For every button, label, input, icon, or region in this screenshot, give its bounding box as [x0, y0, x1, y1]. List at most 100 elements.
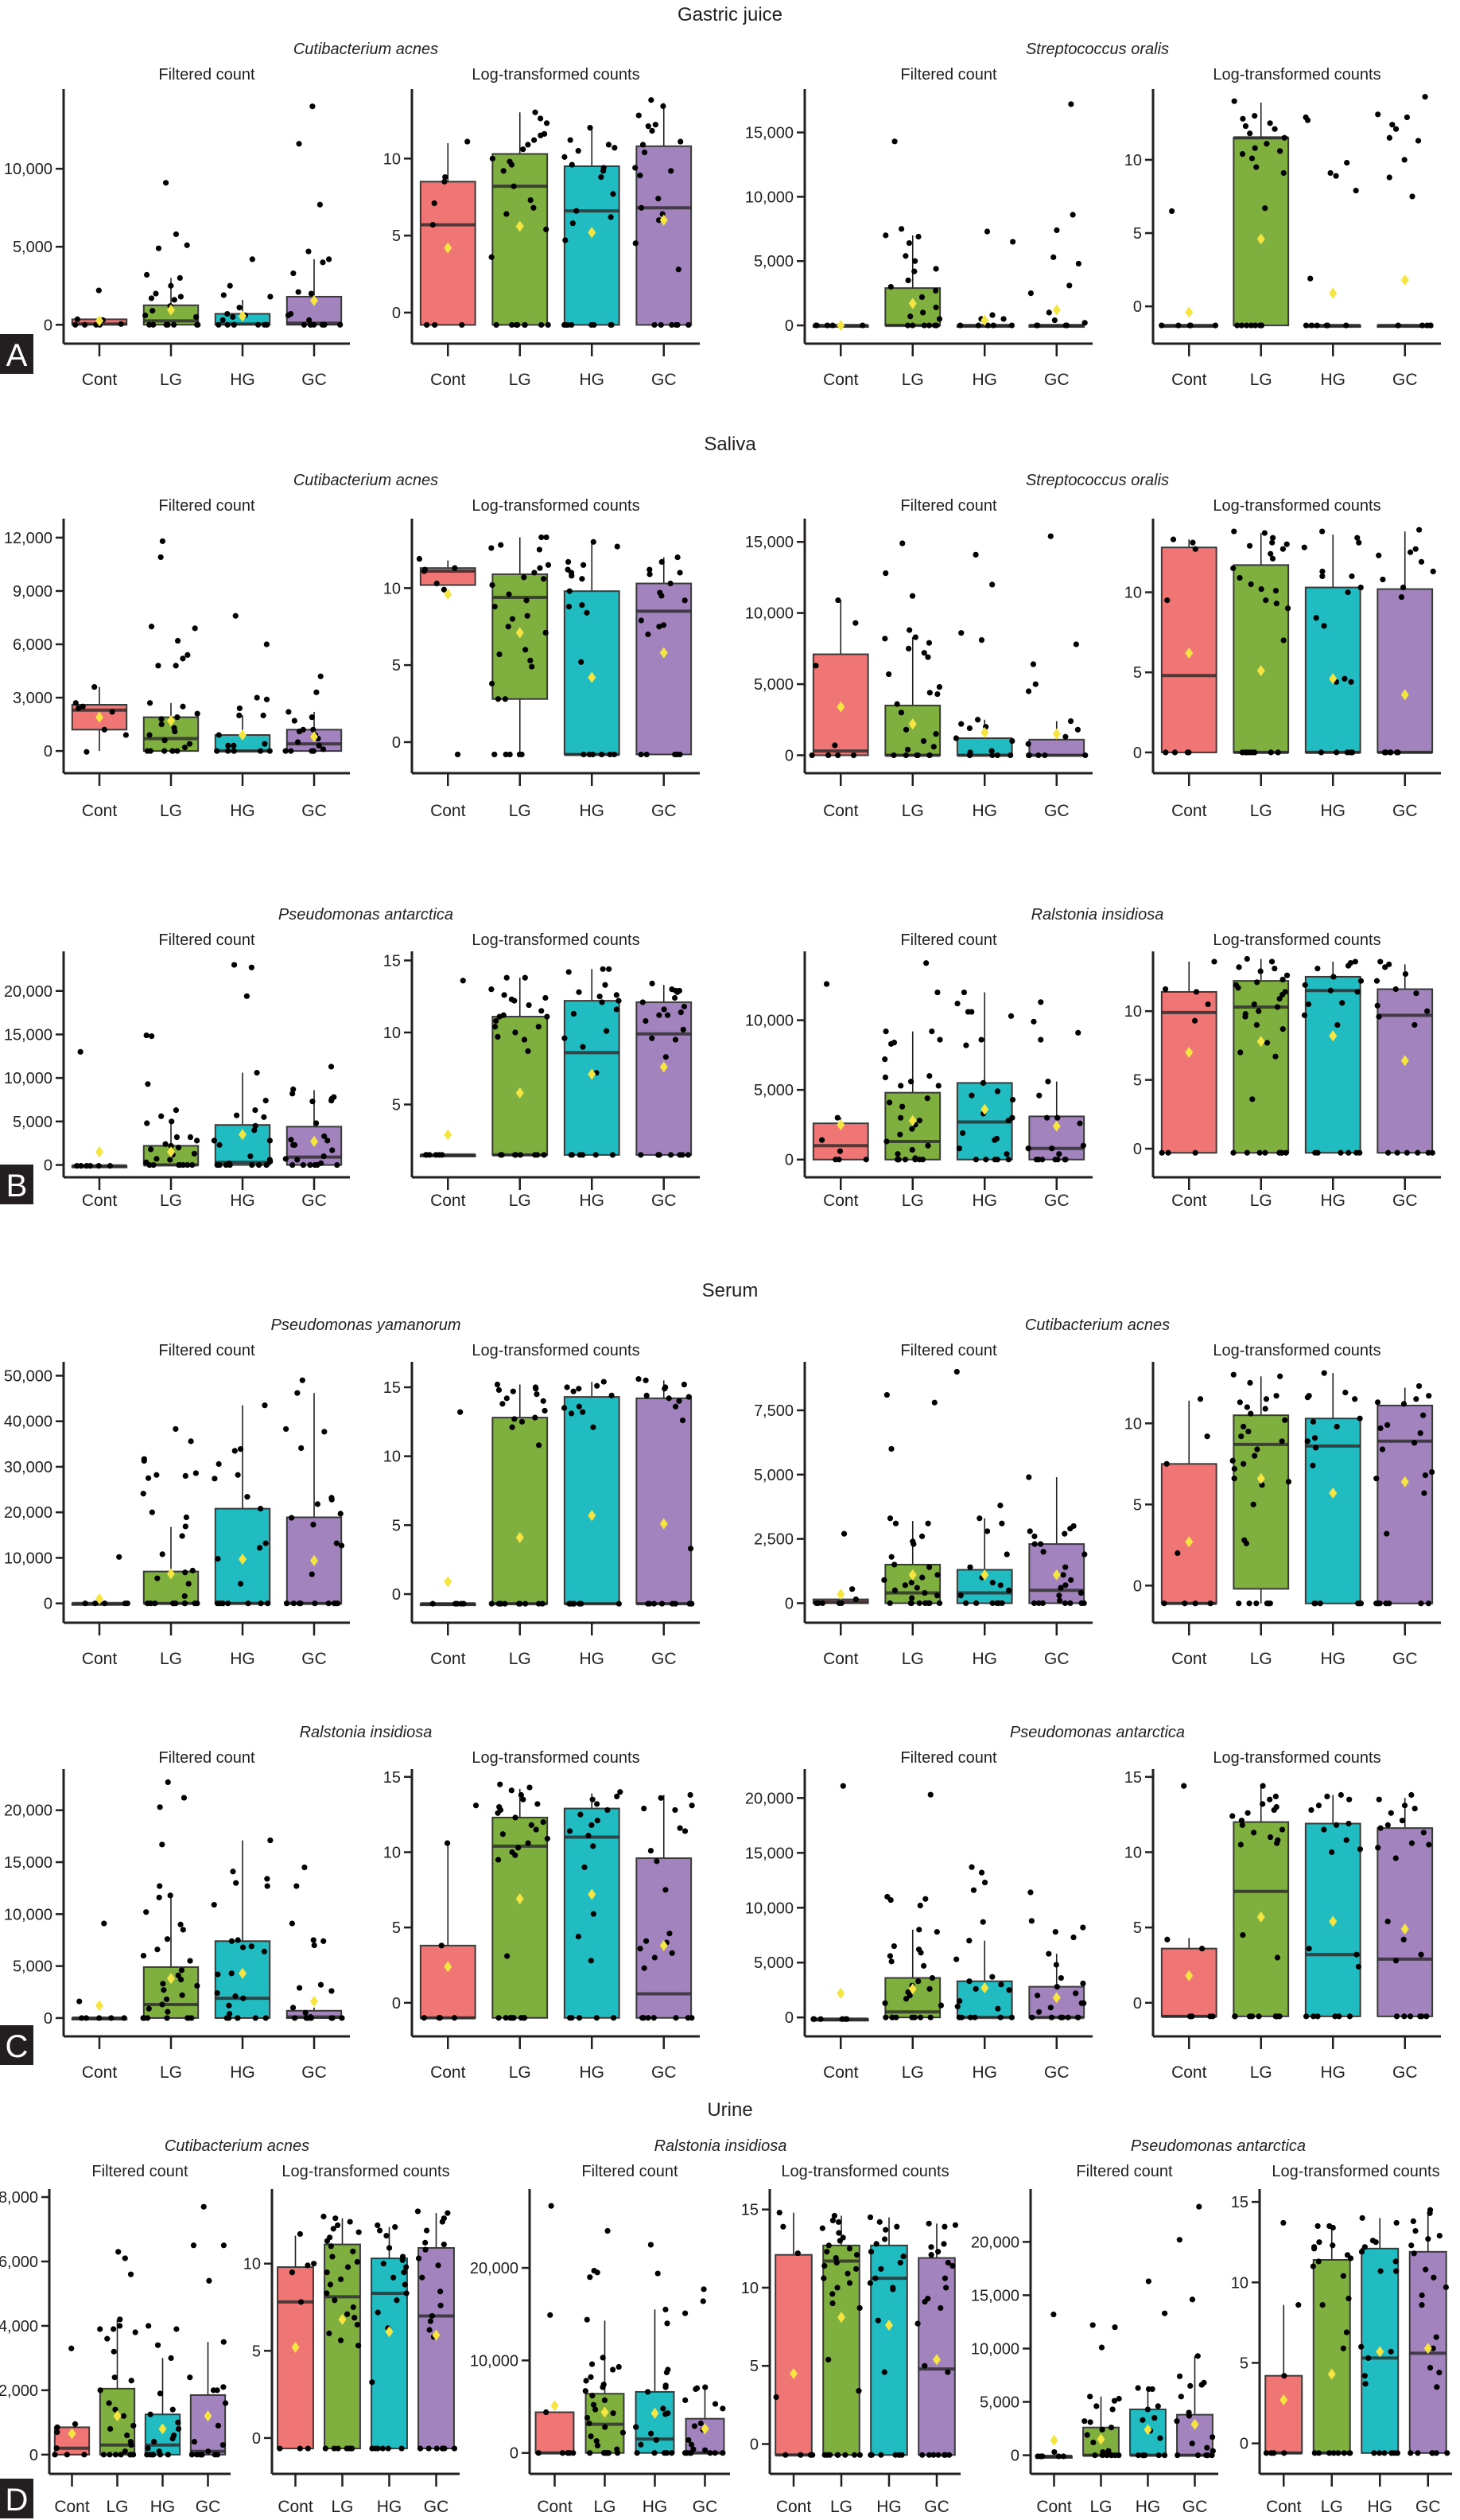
data-point: [918, 294, 926, 301]
x-tick-label: Cont: [1036, 2498, 1072, 2516]
data-point: [1411, 1440, 1418, 1446]
data-point: [641, 1965, 647, 1971]
data-point: [1087, 2419, 1093, 2425]
data-point: [1237, 1399, 1243, 1406]
data-point: [1230, 565, 1237, 571]
data-point: [672, 1806, 678, 1814]
y-tick-label: 10,000: [470, 2352, 518, 2370]
data-point: [686, 1600, 693, 1607]
data-point: [1330, 974, 1337, 980]
data-point: [924, 1095, 930, 1102]
data-point: [638, 751, 644, 758]
data-point: [101, 1920, 107, 1927]
data-point: [309, 748, 315, 754]
y-tick-label: 40,000: [4, 1414, 52, 1431]
data-point: [693, 2386, 699, 2393]
y-tick-label: 5: [1133, 1919, 1142, 1937]
data-point: [1332, 2013, 1338, 2020]
data-point: [1338, 1149, 1344, 1156]
mean-marker: [95, 315, 103, 327]
data-point: [1283, 541, 1290, 547]
data-point: [934, 989, 941, 996]
box-cont: [1160, 1396, 1217, 1607]
mean-marker: [167, 1568, 175, 1580]
data-point: [809, 752, 815, 759]
data-point: [1081, 1551, 1088, 1558]
data-point: [380, 2261, 386, 2267]
data-point: [1359, 2215, 1365, 2221]
data-point: [535, 1024, 542, 1030]
data-point: [645, 631, 651, 638]
data-point: [354, 2258, 360, 2265]
data-point: [1035, 1600, 1042, 1607]
data-point: [289, 1920, 295, 1927]
data-point: [231, 742, 237, 749]
box-rect: [1160, 1463, 1217, 1604]
data-point: [638, 2441, 644, 2448]
data-point: [588, 2374, 594, 2380]
data-point: [1345, 2295, 1352, 2302]
data-point: [535, 1600, 542, 1607]
data-point: [1426, 1393, 1432, 1399]
box-rect: [214, 1940, 271, 2019]
data-point: [1262, 205, 1268, 212]
data-point: [1430, 568, 1436, 574]
data-point: [1045, 1079, 1051, 1085]
data-point: [83, 2015, 90, 2021]
data-point: [941, 2452, 948, 2458]
data-point: [198, 2452, 204, 2458]
mean-marker: [1329, 1915, 1338, 1927]
data-point: [1187, 2382, 1194, 2390]
data-point: [1256, 1008, 1262, 1014]
data-point: [303, 2015, 309, 2021]
data-point: [146, 1161, 153, 1169]
data-point: [174, 748, 181, 754]
data-point: [216, 732, 222, 738]
x-tick-label: HG: [643, 2498, 668, 2516]
data-point: [776, 2209, 782, 2216]
data-point: [346, 2445, 352, 2452]
data-point: [264, 1883, 270, 1889]
data-point: [1340, 2273, 1346, 2279]
box-lg: [1230, 528, 1291, 756]
data-point: [1077, 1120, 1083, 1126]
data-point: [888, 1445, 895, 1452]
data-point: [254, 694, 260, 701]
data-point: [1354, 989, 1361, 995]
data-point: [179, 1992, 185, 1998]
data-point: [1411, 1805, 1418, 1812]
data-point: [1056, 1592, 1062, 1599]
data-point: [599, 999, 605, 1005]
y-tick-label: 5,000: [754, 676, 794, 694]
data-point: [216, 1161, 223, 1169]
data-point: [604, 2227, 611, 2234]
data-point: [1311, 1435, 1318, 1441]
x-tick-label: GC: [301, 2063, 327, 2082]
data-point: [1373, 2239, 1379, 2246]
data-point: [375, 2309, 381, 2316]
data-point: [309, 1099, 316, 1105]
data-point: [681, 1003, 688, 1009]
data-point: [1419, 2013, 1425, 2020]
data-point: [673, 2015, 679, 2021]
data-point: [1282, 1417, 1288, 1423]
data-point: [963, 1600, 969, 1607]
data-point: [635, 1376, 642, 1382]
box-rect: [324, 2243, 361, 2450]
y-tick-label: 15: [383, 1379, 401, 1397]
data-point: [1401, 2013, 1408, 2020]
data-point: [1415, 1382, 1423, 1390]
x-tick-label: HG: [580, 1650, 605, 1668]
y-tick-label: 10: [383, 1449, 401, 1466]
data-point: [321, 1133, 328, 1140]
data-point: [297, 2299, 305, 2305]
data-point: [878, 2452, 884, 2458]
mean-marker: [837, 2312, 845, 2324]
data-point: [181, 1600, 188, 1607]
data-point: [1038, 1036, 1044, 1043]
data-point: [922, 1896, 929, 1902]
x-tick-label: Cont: [82, 1650, 118, 1668]
